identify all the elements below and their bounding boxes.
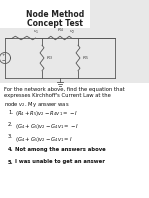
Text: 2.: 2.: [8, 122, 13, 127]
Text: 4.: 4.: [8, 147, 14, 152]
Text: +: +: [2, 53, 5, 57]
Text: node $v_2$. My answer was: node $v_2$. My answer was: [4, 100, 70, 109]
Text: $(G_4 + G_5)v_2 - G_4v_1 = I$: $(G_4 + G_5)v_2 - G_4v_1 = I$: [15, 134, 73, 144]
Text: $R_4$: $R_4$: [57, 26, 63, 34]
Text: $v_2$: $v_2$: [69, 29, 75, 36]
Text: For the network above, find the equation that: For the network above, find the equation…: [4, 87, 125, 92]
Text: $(R_4 + R_5)v_2 - R_4v_1 = -I$: $(R_4 + R_5)v_2 - R_4v_1 = -I$: [15, 109, 78, 118]
Text: I was unable to get an answer: I was unable to get an answer: [15, 160, 105, 165]
Text: 3.: 3.: [8, 134, 13, 140]
Text: Node Method: Node Method: [26, 10, 84, 19]
Text: $(G_4 + G_5)v_2 - G_4v_1 = -I$: $(G_4 + G_5)v_2 - G_4v_1 = -I$: [15, 122, 79, 131]
Text: $R_3$: $R_3$: [45, 54, 52, 62]
FancyBboxPatch shape: [0, 83, 149, 198]
Text: $v_1$: $v_1$: [33, 29, 39, 36]
Text: $R_5$: $R_5$: [82, 54, 88, 62]
Text: Not among the answers above: Not among the answers above: [15, 147, 106, 152]
Polygon shape: [0, 0, 90, 28]
Text: Concept Test: Concept Test: [27, 19, 83, 28]
Text: 5.: 5.: [8, 160, 14, 165]
Text: −: −: [2, 59, 5, 63]
Text: 1.: 1.: [8, 109, 13, 114]
Text: expresses Kirchhoff's Current Law at the: expresses Kirchhoff's Current Law at the: [4, 93, 111, 98]
